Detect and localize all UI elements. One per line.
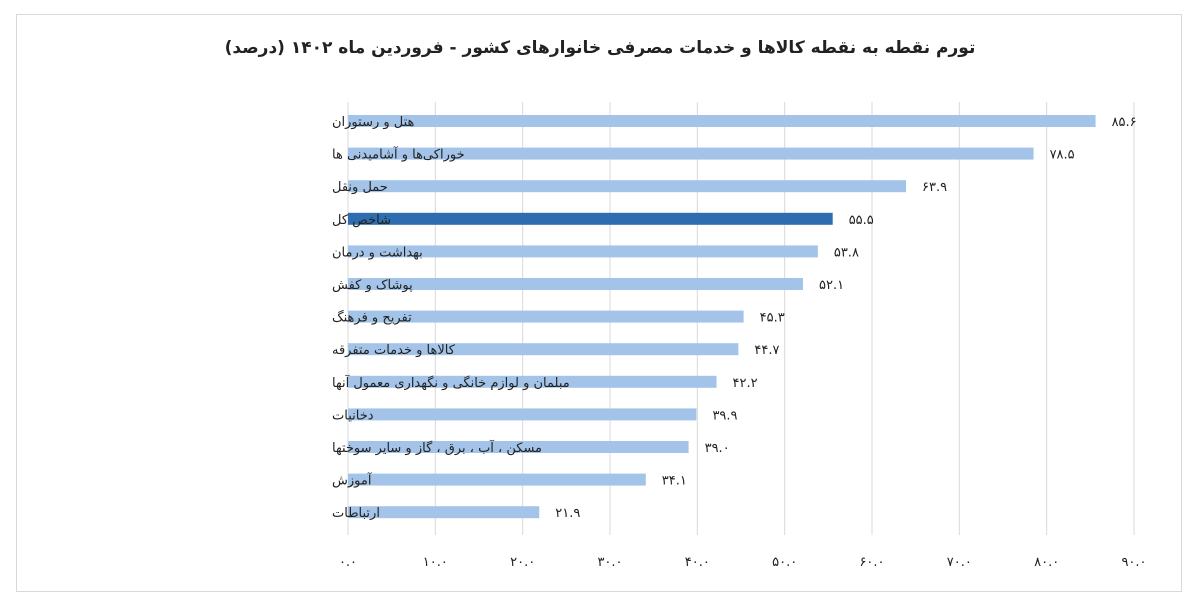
bar [348, 408, 697, 421]
x-tick-label: ۴۰.۰ [685, 555, 710, 570]
category-label: هتل و رستوران [332, 115, 415, 130]
category-label: ارتباطات [332, 506, 380, 521]
bar [348, 278, 804, 290]
category-label: حمل ونقل [332, 180, 388, 195]
bar [348, 245, 818, 258]
bar [348, 310, 744, 323]
bar [348, 441, 689, 453]
data-label: ۳۴.۱ [662, 474, 687, 489]
data-label: ۴۴.۷ [754, 343, 779, 358]
data-label: ۷۸.۵ [1050, 148, 1075, 163]
x-tick-label: ۲۰.۰ [510, 555, 535, 570]
data-label: ۵۵.۵ [849, 213, 874, 228]
bar [348, 375, 717, 388]
x-tick-label: ۷۰.۰ [947, 555, 972, 570]
category-label: دخانیات [332, 408, 374, 423]
x-tick-label: ۳۰.۰ [597, 555, 622, 570]
x-tick-label: ۰.۰ [339, 555, 357, 570]
category-label: پوشاک و کفش [332, 278, 413, 293]
x-tick-label: ۵۰.۰ [772, 555, 797, 570]
chart-title: تورم نقطه به نقطه کالاها و خدمات مصرفی خ… [224, 38, 976, 58]
data-label: ۶۳.۹ [922, 180, 947, 195]
category-label: آموزش [332, 472, 373, 489]
category-label: مسکن ، آب ، برق ، گاز و سایر سوختها [332, 439, 542, 456]
data-label: ۸۵.۶ [1112, 115, 1137, 130]
x-tick-label: ۶۰.۰ [859, 555, 884, 570]
category-label: تفریح و فرهنگ [332, 310, 412, 326]
x-tick-label: ۹۰.۰ [1121, 555, 1146, 570]
chart-frame [16, 14, 1182, 592]
data-label: ۳۹.۰ [705, 441, 730, 456]
bar [348, 473, 646, 486]
data-label: ۴۵.۳ [760, 311, 785, 326]
bar [348, 115, 1096, 127]
category-label: کالاها و خدمات متفرقه [332, 343, 456, 358]
category-label: خوراکی‌ها و آشامیدنی ها [332, 146, 465, 163]
data-label: ۳۹.۹ [712, 408, 737, 423]
x-tick-label: ۱۰.۰ [423, 555, 448, 570]
bar [348, 147, 1034, 160]
data-label: ۵۲.۱ [819, 278, 844, 293]
bar [348, 180, 907, 193]
bar [348, 506, 540, 519]
category-label: شاخص کل [332, 213, 391, 228]
data-label: ۴۲.۲ [733, 376, 758, 391]
data-label: ۲۱.۹ [555, 506, 580, 521]
data-label: ۵۳.۸ [834, 245, 859, 260]
category-label: بهداشت و درمان [332, 245, 423, 260]
bar [348, 212, 833, 225]
x-tick-label: ۸۰.۰ [1034, 555, 1059, 570]
bar [348, 343, 739, 356]
category-label: مبلمان و لوازم خانگی و نگهداری معمول آنه… [332, 374, 570, 391]
